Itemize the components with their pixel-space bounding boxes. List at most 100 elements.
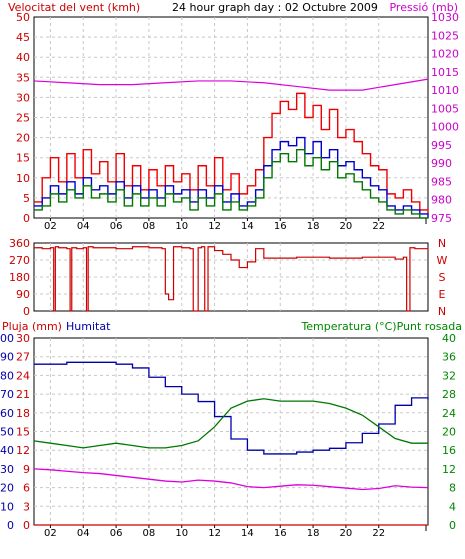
p1-xtick-label-3: 08: [143, 221, 156, 232]
p3-xtick-label-6: 14: [241, 528, 254, 539]
p2-ytick-label-0: 0: [23, 305, 30, 318]
p1-ytick-label-10: 50: [16, 11, 30, 24]
p1-series-avg_wind2: [34, 148, 428, 219]
p1-y2tick-label-1: 980: [431, 194, 452, 207]
p1-ytick-label-5: 25: [16, 112, 30, 125]
p1-ytick-label-9: 45: [16, 31, 30, 44]
p3-xtick-label-7: 16: [274, 528, 287, 539]
p2-compass-label-3: E: [439, 288, 446, 301]
p3-xtick-label-3: 08: [143, 528, 156, 539]
p2-compass-label-2: S: [439, 271, 446, 284]
p3-temp-tick-6: 24: [442, 407, 456, 420]
p3-rain-tick-2: 6: [23, 482, 30, 495]
p1-ytick-label-4: 20: [16, 132, 30, 145]
p1-xtick-label-2: 06: [110, 221, 123, 232]
p3-temp-tick-9: 36: [442, 351, 456, 364]
p3-rain-tick-8: 24: [16, 369, 30, 382]
p1-xtick-label-5: 12: [208, 221, 221, 232]
p3-humidity-tick-10: 100: [0, 332, 14, 345]
p3-temp-tick-1: 4: [449, 500, 456, 513]
p3-series-dewpoint: [33, 468, 429, 491]
p1-xtick-label-6: 14: [241, 221, 254, 232]
p1-y2tick-label-3: 990: [431, 157, 452, 170]
p1-y2tick-label-11: 1030: [431, 11, 459, 24]
p3-xtick-label-1: 04: [77, 528, 90, 539]
p1-y2tick-label-4: 995: [431, 139, 452, 152]
p2-series-direction: [34, 246, 429, 312]
p3-rain-tick-9: 27: [16, 351, 30, 364]
p3-xtick-label-4: 10: [175, 528, 188, 539]
wind-pressure-panel: 0510152025303540455097598098599099510001…: [16, 11, 459, 232]
chart-title: 24 hour graph day : 02 Octubre 2009: [172, 1, 378, 14]
p3-humidity-tick-4: 40: [0, 444, 14, 457]
p2-ytick-label-3: 270: [9, 254, 30, 267]
p3-humidity-tick-8: 80: [0, 369, 14, 382]
wind-axis-title: Velocitat del vent (kmh): [8, 1, 140, 14]
p3-xtick-label-2: 06: [110, 528, 123, 539]
p3-series-humidity: [34, 361, 429, 455]
p1-series-avg_wind: [34, 136, 429, 218]
p1-y2tick-label-2: 985: [431, 175, 452, 188]
p3-humidity-tick-2: 20: [0, 482, 14, 495]
p1-y2tick-label-9: 1020: [431, 48, 459, 61]
p3-temp-tick-7: 28: [442, 388, 456, 401]
p3-temp-tick-10: 40: [442, 332, 456, 345]
p3-rain-tick-1: 3: [23, 500, 30, 513]
p3-temp-tick-5: 20: [442, 426, 456, 439]
p2-ytick-label-1: 90: [16, 288, 30, 301]
p3-humidity-tick-1: 10: [0, 500, 14, 513]
p1-y2tick-label-6: 1005: [431, 102, 459, 115]
p3-temp-tick-0: 0: [449, 519, 456, 532]
p3-temp-tick-8: 32: [442, 369, 456, 382]
p2-plot-area: [33, 242, 429, 312]
p3-xtick-label-5: 12: [208, 528, 221, 539]
p1-ytick-label-6: 30: [16, 91, 30, 104]
humidity-axis-title: Humitat: [66, 320, 111, 333]
p1-y2tick-label-10: 1025: [431, 29, 459, 42]
rain-axis-title: Pluja (mm): [2, 320, 62, 333]
p1-y2tick-label-7: 1010: [431, 84, 459, 97]
p1-ytick-label-3: 15: [16, 152, 30, 165]
p2-ytick-label-2: 180: [9, 271, 30, 284]
p3-series-temperature: [33, 398, 428, 449]
p3-temp-tick-2: 8: [449, 482, 456, 495]
p1-y2tick-label-0: 975: [431, 212, 452, 225]
p1-xtick-label-0: 02: [44, 221, 57, 232]
p3-rain-tick-6: 18: [16, 407, 30, 420]
temperature-axis-title: Temperatura (°C)Punt rosada: [300, 320, 462, 333]
p3-xtick-label-9: 20: [340, 528, 353, 539]
p3-rain-tick-3: 9: [23, 463, 30, 476]
p3-xtick-label-8: 18: [307, 528, 320, 539]
p1-ytick-label-1: 5: [23, 192, 30, 205]
p1-y2tick-label-8: 1015: [431, 66, 459, 79]
p1-series-pressure: [33, 78, 429, 91]
pressure-axis-title: Pressió (mb): [389, 1, 458, 14]
p3-rain-tick-4: 12: [16, 444, 30, 457]
p2-compass-label-1: W: [437, 254, 448, 267]
p3-humidity-tick-5: 50: [0, 426, 14, 439]
p1-xtick-label-7: 16: [274, 221, 287, 232]
p3-rain-tick-10: 30: [16, 332, 30, 345]
p3-humidity-tick-6: 60: [0, 407, 14, 420]
p2-compass-label-4: N: [438, 305, 446, 318]
p1-ytick-label-7: 35: [16, 71, 30, 84]
p3-humidity-tick-3: 30: [0, 463, 14, 476]
p3-rain-tick-7: 21: [16, 388, 30, 401]
p1-xtick-label-8: 18: [307, 221, 320, 232]
humidity-temperature-panel: 0102030405060708090100036912151821242730…: [0, 332, 456, 539]
p1-series-gust: [34, 92, 429, 214]
p1-xtick-label-9: 20: [340, 221, 353, 232]
p3-rain-tick-0: 0: [23, 519, 30, 532]
p1-y2tick-label-5: 1000: [431, 121, 459, 134]
p2-compass-label-0: N: [438, 237, 446, 250]
p3-humidity-tick-0: 0: [7, 519, 14, 532]
p3-rain-tick-5: 15: [16, 426, 30, 439]
p3-xtick-label-0: 02: [44, 528, 57, 539]
p3-temp-tick-4: 16: [442, 444, 456, 457]
p3-humidity-tick-7: 70: [0, 388, 14, 401]
p1-xtick-label-4: 10: [175, 221, 188, 232]
p1-xtick-label-10: 22: [372, 221, 385, 232]
p1-ytick-label-0: 0: [23, 212, 30, 225]
